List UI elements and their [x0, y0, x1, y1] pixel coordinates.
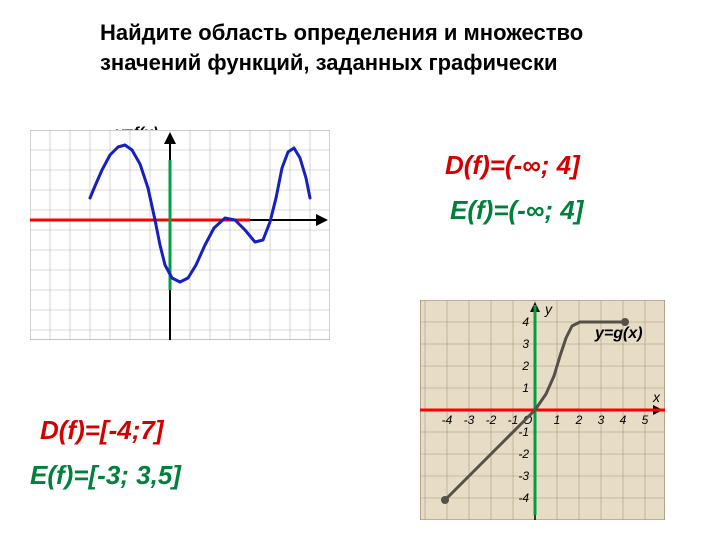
svg-text:-4: -4 [518, 491, 529, 505]
svg-text:-4: -4 [442, 413, 453, 427]
answer-ef-f: E(f)=[-3; 3,5] [30, 460, 181, 491]
answer-df-f: D(f)=[-4;7] [40, 415, 164, 446]
svg-text:1: 1 [554, 413, 561, 427]
svg-text:2: 2 [521, 359, 529, 373]
svg-text:y: y [544, 301, 553, 317]
answer-df-g: D(f)=(-∞; 4] [445, 150, 580, 181]
svg-text:3: 3 [598, 413, 605, 427]
svg-text:x: x [652, 389, 661, 405]
svg-text:5: 5 [642, 413, 649, 427]
svg-text:-2: -2 [486, 413, 497, 427]
svg-text:-3: -3 [518, 469, 529, 483]
svg-text:1: 1 [522, 381, 529, 395]
task-title: Найдите область определения и множество … [100, 18, 660, 77]
answer-ef-g: E(f)=(-∞; 4] [450, 195, 583, 226]
svg-text:2: 2 [575, 413, 583, 427]
svg-text:-2: -2 [518, 447, 529, 461]
chart-f [30, 130, 330, 340]
label-y-gx: y=g(x) [595, 325, 643, 343]
svg-text:4: 4 [620, 413, 627, 427]
svg-text:-1: -1 [508, 413, 519, 427]
svg-text:3: 3 [522, 337, 529, 351]
svg-text:-3: -3 [464, 413, 475, 427]
svg-text:4: 4 [522, 315, 529, 329]
